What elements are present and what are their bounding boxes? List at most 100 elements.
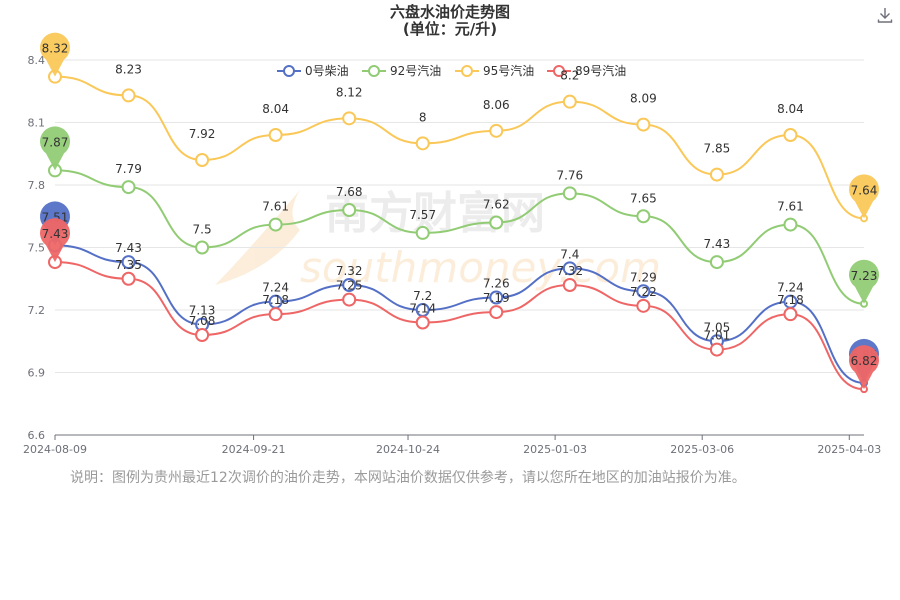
pin-label: 7.87: [42, 135, 69, 149]
data-point: [268, 128, 283, 142]
data-label: 7.24: [777, 281, 804, 295]
data-label: 7.35: [115, 258, 142, 272]
data-label: 7.13: [189, 304, 216, 318]
data-label: 7.32: [336, 264, 363, 278]
x-tick-label: 2025-04-03: [817, 443, 881, 456]
data-label: 7.57: [409, 208, 436, 222]
data-point: [121, 255, 136, 270]
data-point: [709, 167, 724, 182]
data-point: [636, 284, 651, 299]
pin-label: 6.82: [851, 354, 878, 368]
y-tick-label: 8.1: [28, 117, 46, 130]
data-point: [783, 128, 798, 142]
data-point: [121, 271, 136, 286]
pin-label: 7.43: [42, 227, 69, 241]
axes: 6.6 6.9 7.2 7.5 7.8 8.1 8.4 2024-08-09 2024-09-2…: [23, 54, 881, 456]
data-label: 7.85: [704, 142, 731, 156]
data-point: [489, 305, 504, 320]
legend-label: 89号汽油: [575, 63, 626, 78]
data-label: 8.06: [483, 98, 510, 112]
pin-shape: [849, 345, 880, 390]
data-point: [268, 307, 283, 322]
data-label: 7.14: [409, 302, 436, 316]
y-tick-label: 7.2: [28, 304, 46, 317]
series-line: [54, 75, 865, 220]
data-label: 7.18: [262, 293, 289, 307]
legend-item[interactable]: 95号汽油: [455, 63, 534, 78]
y-tick-label: 8.4: [28, 54, 46, 67]
data-label: 7.19: [483, 291, 510, 305]
data-label: 7.08: [189, 314, 216, 328]
legend-swatch-marker: [283, 65, 295, 77]
y-tick-label: 6.6: [28, 429, 46, 442]
chart-title-main: 六盘水油价走势图: [389, 3, 510, 21]
x-tick-label: 2024-08-09: [23, 443, 87, 456]
data-label: 7.65: [630, 191, 657, 205]
footnote: 说明：图例为贵州最近12次调价的油价走势，本网站油价数据仅供参考，请以您所在地区…: [70, 470, 746, 486]
data-point: [342, 203, 357, 217]
download-icon[interactable]: [876, 6, 894, 24]
pin-label: 8.32: [42, 42, 69, 56]
data-label: 7.61: [262, 200, 289, 214]
data-point: [562, 261, 577, 276]
data-label: 8.04: [262, 102, 289, 116]
data-label: 8: [419, 110, 427, 124]
legend-swatch-marker: [461, 65, 473, 77]
data-point: [636, 209, 651, 224]
data-label: 7.2: [413, 289, 432, 303]
data-point: [342, 278, 357, 292]
data-label: 8.04: [777, 102, 804, 116]
series-line: [54, 169, 865, 305]
legend-swatch-marker: [553, 65, 565, 77]
x-tick-label: 2024-09-21: [222, 443, 286, 456]
data-point: [636, 298, 651, 313]
legend-swatch-marker: [368, 65, 380, 77]
series-line: [54, 244, 865, 384]
data-point: [562, 278, 577, 292]
x-tick-label: 2024-10-24: [376, 443, 440, 456]
legend-label: 92号汽油: [390, 63, 441, 78]
data-point: [636, 117, 651, 132]
extreme-pins: 7.516.857.877.238.327.647.436.82: [40, 32, 880, 390]
data-point: [342, 111, 357, 126]
data-label: 7.26: [483, 277, 510, 291]
data-label: 7.62: [483, 198, 510, 212]
data-point: [415, 136, 430, 151]
data-point: [783, 217, 798, 232]
legend[interactable]: 0号柴油 92号汽油 95号汽油 89号汽油: [277, 63, 626, 78]
data-label: 8.23: [115, 62, 142, 76]
chart-subtitle: (单位：元/升): [402, 20, 498, 38]
pin-shape: [849, 259, 880, 304]
data-label: 7.29: [630, 270, 657, 284]
data-label: 7.76: [556, 168, 583, 182]
data-point: [195, 153, 210, 167]
pin-shape: [849, 174, 879, 219]
legend-item[interactable]: 0号柴油: [277, 64, 349, 78]
max-pin: 7.87: [40, 126, 70, 171]
data-point: [783, 307, 798, 322]
data-point: [415, 225, 430, 240]
data-label: 7.05: [704, 320, 731, 334]
grid-lines: [55, 59, 864, 436]
watermark: 南方财富网 southmoney.com: [215, 188, 661, 292]
min-pin: 6.82: [849, 345, 880, 390]
data-label: 7.43: [704, 237, 731, 251]
legend-item[interactable]: 89号汽油: [547, 63, 626, 78]
series-layer: [48, 69, 868, 394]
min-pin: 7.23: [849, 259, 880, 304]
data-label: 7.68: [336, 185, 363, 199]
data-label: 8.12: [336, 85, 363, 99]
data-point: [121, 88, 136, 103]
legend-item[interactable]: 92号汽油: [362, 63, 441, 78]
data-label: 7.01: [704, 329, 731, 343]
data-label: 8.09: [630, 92, 657, 106]
data-point: [709, 255, 724, 270]
data-label: 7.32: [556, 264, 583, 278]
data-label: 7.25: [336, 279, 363, 293]
data-point: [268, 217, 283, 232]
data-point: [489, 123, 504, 138]
data-label: 7.24: [262, 281, 289, 295]
watermark-cn: 南方财富网: [325, 188, 545, 239]
data-label: 7.4: [560, 247, 579, 261]
data-point: [709, 342, 724, 357]
